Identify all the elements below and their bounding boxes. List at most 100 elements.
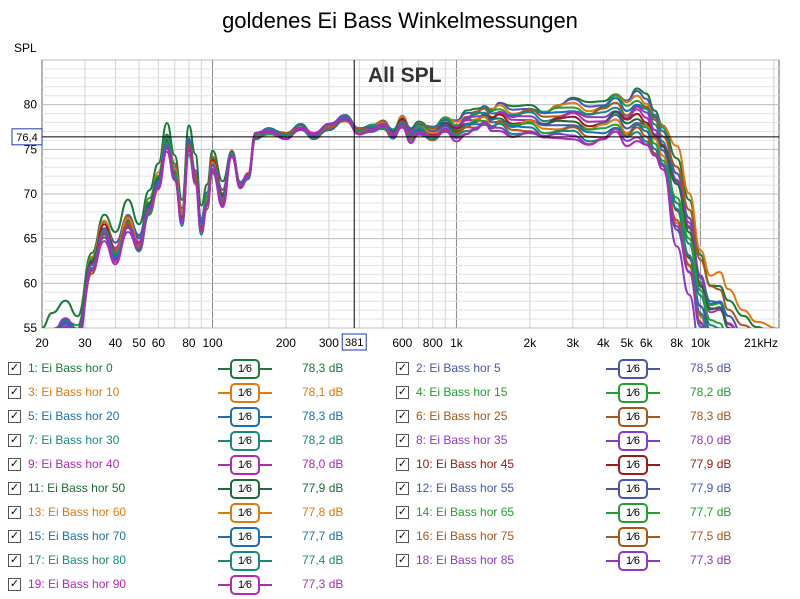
series-name: 7: Ei Bass hor 30 <box>28 433 120 447</box>
x-tick-label: 4k <box>597 336 611 350</box>
smoothing-button[interactable]: 1⁄6 <box>230 383 260 403</box>
smoothing-button[interactable]: 1⁄6 <box>618 455 648 475</box>
x-tick-label: 10k <box>691 336 711 350</box>
series-level: 78,5 dB <box>690 361 732 375</box>
x-tick-label: 3k <box>566 336 580 350</box>
x-tick-label: 200 <box>276 336 296 350</box>
legend-row: ✓ 10: Ei Bass hor 45 1⁄6 77,9 dB <box>394 452 784 476</box>
smoothing-button[interactable]: 1⁄6 <box>230 479 260 499</box>
series-level: 77,7 dB <box>690 505 732 519</box>
series-visibility-checkbox[interactable]: ✓ <box>8 410 21 423</box>
annotation-label: All SPL <box>368 64 442 87</box>
smoothing-button[interactable]: 1⁄6 <box>230 503 260 523</box>
legend-row: ✓ 18: Ei Bass hor 85 1⁄6 77,3 dB <box>394 548 784 572</box>
smoothing-button[interactable]: 1⁄6 <box>618 527 648 547</box>
x-tick-label: 100 <box>202 336 222 350</box>
smoothing-button[interactable]: 1⁄6 <box>618 503 648 523</box>
series-name: 8: Ei Bass hor 35 <box>416 433 508 447</box>
smoothing-button[interactable]: 1⁄6 <box>230 575 260 595</box>
legend-row: ✓ 13: Ei Bass hor 60 1⁄6 77,8 dB <box>6 500 396 524</box>
smoothing-button[interactable]: 1⁄6 <box>618 551 648 571</box>
series-visibility-checkbox[interactable]: ✓ <box>396 482 409 495</box>
chart-title: goldenes Ei Bass Winkelmessungen <box>222 8 578 33</box>
legend-row: ✓ 16: Ei Bass hor 75 1⁄6 77,5 dB <box>394 524 784 548</box>
series-visibility-checkbox[interactable]: ✓ <box>8 554 21 567</box>
y-tick-label: 55 <box>24 321 38 335</box>
legend-row: ✓ 7: Ei Bass hor 30 1⁄6 78,2 dB <box>6 428 396 452</box>
cursor-x-label: 381 <box>345 337 363 349</box>
legend-row: ✓ 3: Ei Bass hor 10 1⁄6 78,1 dB <box>6 380 396 404</box>
series-line <box>61 118 705 328</box>
legend-row: ✓ 8: Ei Bass hor 35 1⁄6 78,0 dB <box>394 428 784 452</box>
series-level: 78,1 dB <box>302 385 344 399</box>
series-level: 77,9 dB <box>690 457 732 471</box>
series-level: 78,3 dB <box>302 409 344 423</box>
series-level: 77,5 dB <box>690 529 732 543</box>
y-axis-label: SPL <box>14 41 37 55</box>
series-level: 78,0 dB <box>690 433 732 447</box>
smoothing-button[interactable]: 1⁄6 <box>618 383 648 403</box>
series-visibility-checkbox[interactable]: ✓ <box>396 410 409 423</box>
series-name: 3: Ei Bass hor 10 <box>28 385 120 399</box>
series-visibility-checkbox[interactable]: ✓ <box>396 530 409 543</box>
x-tick-label: 2k <box>524 336 538 350</box>
series-visibility-checkbox[interactable]: ✓ <box>396 434 409 447</box>
series-level: 78,2 dB <box>302 433 344 447</box>
x-tick-label: 80 <box>182 336 196 350</box>
y-tick-label: 75 <box>24 142 38 156</box>
series-level: 78,0 dB <box>302 457 344 471</box>
series-name: 10: Ei Bass hor 45 <box>416 457 515 471</box>
smoothing-button[interactable]: 1⁄6 <box>618 431 648 451</box>
series-visibility-checkbox[interactable]: ✓ <box>8 578 21 591</box>
smoothing-button[interactable]: 1⁄6 <box>230 431 260 451</box>
smoothing-button[interactable]: 1⁄6 <box>230 527 260 547</box>
smoothing-button[interactable]: 1⁄6 <box>618 479 648 499</box>
series-visibility-checkbox[interactable]: ✓ <box>8 530 21 543</box>
series-visibility-checkbox[interactable]: ✓ <box>396 554 409 567</box>
x-tick-label: 50 <box>132 336 146 350</box>
series-visibility-checkbox[interactable]: ✓ <box>8 458 21 471</box>
smoothing-button[interactable]: 1⁄6 <box>230 359 260 379</box>
cursor-y-box <box>11 128 43 146</box>
series-level: 77,8 dB <box>302 505 344 519</box>
smoothing-button[interactable]: 1⁄6 <box>230 551 260 571</box>
series-visibility-checkbox[interactable]: ✓ <box>396 506 409 519</box>
plot-area[interactable]: 76,4 381 SPL All SPL 55 60 65 70 75 80 20 30 40 5… <box>0 0 800 355</box>
x-tick-label: 8k <box>670 336 684 350</box>
series-name: 9: Ei Bass hor 40 <box>28 457 120 471</box>
series-level: 77,3 dB <box>690 553 732 567</box>
legend-row: ✓ 14: Ei Bass hor 65 1⁄6 77,7 dB <box>394 500 784 524</box>
cursor-crosshair[interactable]: 76,4 381 <box>11 60 779 351</box>
series-visibility-checkbox[interactable]: ✓ <box>8 482 21 495</box>
legend-panel: ✓ 1: Ei Bass hor 0 1⁄6 78,3 dB ✓ 2: Ei Bass h… <box>0 355 800 599</box>
series-name: 16: Ei Bass hor 75 <box>416 529 515 543</box>
smoothing-button[interactable]: 1⁄6 <box>618 359 648 379</box>
legend-row: ✓ 5: Ei Bass hor 20 1⁄6 78,3 dB <box>6 404 396 428</box>
series-level: 77,9 dB <box>690 481 732 495</box>
y-tick-label: 70 <box>24 187 38 201</box>
series-visibility-checkbox[interactable]: ✓ <box>8 506 21 519</box>
x-tick-label: 5k <box>621 336 635 350</box>
cursor-y-label: 76,4 <box>16 132 37 144</box>
smoothing-button[interactable]: 1⁄6 <box>230 407 260 427</box>
series-name: 11: Ei Bass hor 50 <box>28 481 126 495</box>
x-tick-label: 6k <box>640 336 654 350</box>
x-tick-label: 800 <box>423 336 443 350</box>
series-name: 5: Ei Bass hor 20 <box>28 409 120 423</box>
series-visibility-checkbox[interactable]: ✓ <box>8 362 21 375</box>
series-name: 19: Ei Bass hor 90 <box>28 577 127 591</box>
smoothing-button[interactable]: 1⁄6 <box>618 407 648 427</box>
x-tick-label: 40 <box>109 336 123 350</box>
series-visibility-checkbox[interactable]: ✓ <box>396 458 409 471</box>
smoothing-button[interactable]: 1⁄6 <box>230 455 260 475</box>
y-tick-label: 65 <box>24 232 38 246</box>
series-level: 77,4 dB <box>302 553 344 567</box>
series-visibility-checkbox[interactable]: ✓ <box>396 386 409 399</box>
series-visibility-checkbox[interactable]: ✓ <box>8 434 21 447</box>
series-visibility-checkbox[interactable]: ✓ <box>396 362 409 375</box>
x-tick-label: 600 <box>392 336 412 350</box>
legend-row: ✓ 11: Ei Bass hor 50 1⁄6 77,9 dB <box>6 476 396 500</box>
series-level: 78,3 dB <box>690 409 732 423</box>
series-level: 78,3 dB <box>302 361 344 375</box>
series-visibility-checkbox[interactable]: ✓ <box>8 386 21 399</box>
